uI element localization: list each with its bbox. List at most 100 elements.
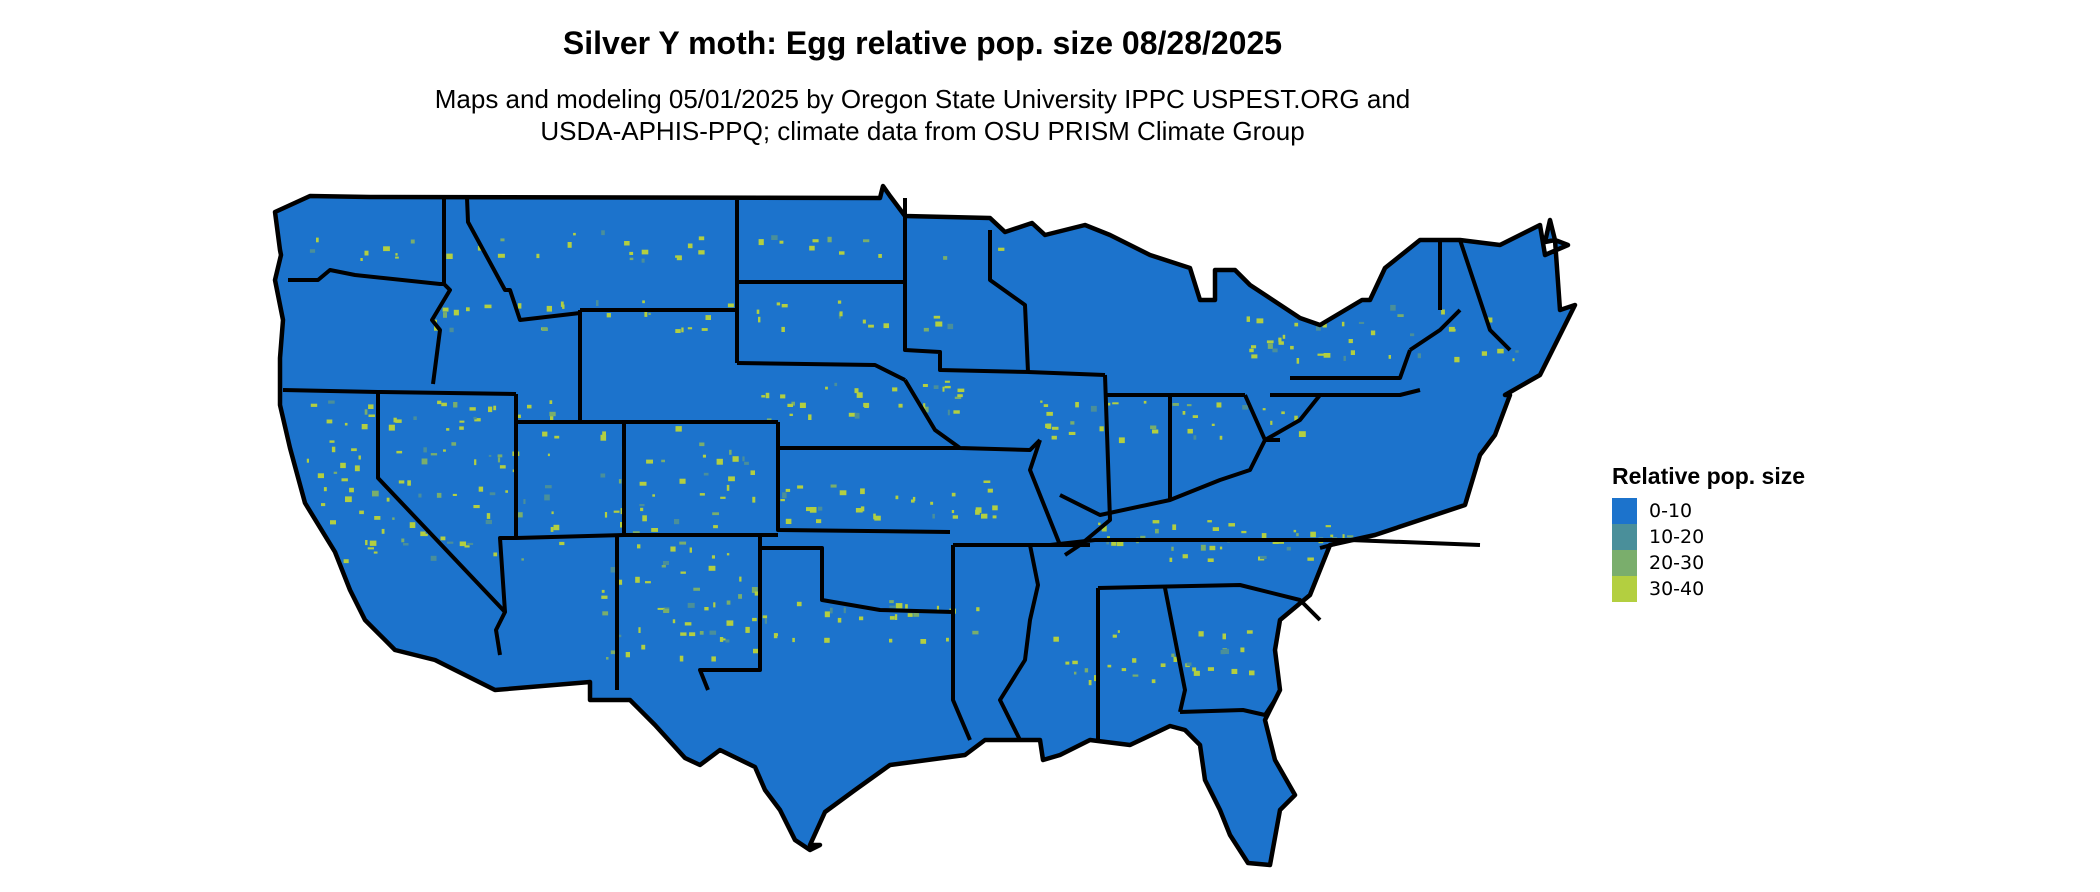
suitability-speckle <box>834 383 837 386</box>
suitability-speckle <box>1397 314 1403 317</box>
suitability-speckle <box>453 402 457 408</box>
suitability-speckle <box>943 387 945 392</box>
suitability-speckle <box>490 492 496 495</box>
suitability-speckle <box>1194 671 1200 676</box>
suitability-speckle <box>662 565 666 568</box>
suitability-speckle <box>863 403 869 407</box>
suitability-speckle <box>355 465 360 471</box>
suitability-speckle <box>720 497 725 499</box>
suitability-speckle <box>771 235 777 240</box>
suitability-speckle <box>792 638 795 642</box>
suitability-speckle <box>396 451 402 454</box>
suitability-speckle <box>766 393 770 398</box>
suitability-speckle <box>596 300 599 306</box>
suitability-speckle <box>401 539 404 543</box>
suitability-speckle <box>945 381 950 383</box>
suitability-speckle <box>1513 358 1515 361</box>
legend-label: 30-40 <box>1649 578 1704 600</box>
suitability-speckle <box>680 479 686 484</box>
suitability-speckle <box>374 516 380 520</box>
suitability-speckle <box>345 496 352 502</box>
suitability-speckle <box>389 425 395 431</box>
suitability-speckle <box>1418 353 1421 358</box>
suitability-speckle <box>953 515 958 518</box>
suitability-speckle <box>450 328 454 333</box>
suitability-speckle <box>1390 305 1396 311</box>
suitability-speckle <box>1065 662 1069 665</box>
suitability-speckle <box>1207 520 1212 522</box>
suitability-speckle <box>763 615 767 618</box>
suitability-speckle <box>911 500 915 503</box>
suitability-speckle <box>330 440 335 442</box>
suitability-speckle <box>1201 545 1206 551</box>
suitability-speckle <box>552 511 554 514</box>
suitability-speckle <box>454 310 459 316</box>
suitability-speckle <box>674 519 679 524</box>
suitability-speckle <box>863 239 869 242</box>
suitability-speckle <box>896 496 899 500</box>
suitability-speckle <box>443 312 447 318</box>
suitability-speckle <box>700 631 704 635</box>
suitability-speckle <box>675 329 680 333</box>
suitability-speckle <box>607 313 611 317</box>
suitability-speckle <box>1281 411 1285 414</box>
suitability-speckle <box>739 577 741 582</box>
suitability-speckle <box>395 257 399 259</box>
suitability-speckle <box>753 649 758 654</box>
suitability-speckle <box>1257 318 1264 323</box>
suitability-speckle <box>873 514 876 520</box>
suitability-speckle <box>1324 353 1331 358</box>
suitability-speckle <box>1111 542 1116 546</box>
suitability-speckle <box>676 426 682 432</box>
suitability-speckle <box>1251 354 1257 358</box>
suitability-speckle <box>1072 661 1078 665</box>
suitability-speckle <box>645 581 651 583</box>
suitability-speckle <box>1212 424 1215 426</box>
suitability-speckle <box>359 511 364 514</box>
suitability-speckle <box>1075 402 1079 407</box>
suitability-speckle <box>500 465 506 468</box>
suitability-speckle <box>568 242 572 248</box>
suitability-speckle <box>479 487 483 492</box>
legend-swatch <box>1612 498 1637 524</box>
suitability-speckle <box>1208 558 1214 562</box>
suitability-speckle <box>1152 679 1156 683</box>
suitability-speckle <box>646 460 653 464</box>
suitability-speckle <box>663 561 669 565</box>
suitability-speckle <box>1497 349 1504 354</box>
suitability-speckle <box>685 622 692 625</box>
suitability-speckle <box>545 485 552 488</box>
suitability-speckle <box>554 436 559 439</box>
suitability-speckle <box>1150 426 1156 430</box>
suitability-speckle <box>774 633 778 638</box>
suitability-speckle <box>489 455 492 457</box>
suitability-speckle <box>923 384 928 387</box>
suitability-speckle <box>485 305 492 309</box>
suitability-speckle <box>786 519 792 524</box>
suitability-speckle <box>704 607 708 610</box>
suitability-speckle <box>1454 357 1459 362</box>
suitability-speckle <box>1193 415 1198 418</box>
suitability-speckle <box>840 490 847 495</box>
suitability-speckle <box>446 254 452 259</box>
suitability-speckle <box>948 324 954 329</box>
suitability-speckle <box>451 442 456 446</box>
suitability-speckle <box>828 237 832 243</box>
suitability-speckle <box>630 258 634 260</box>
legend-item: 30-40 <box>1612 576 1805 602</box>
suitability-speckle <box>670 547 675 552</box>
suitability-speckle <box>727 553 729 555</box>
suitability-speckle <box>809 246 815 251</box>
suitability-speckle <box>1228 523 1235 526</box>
suitability-speckle <box>1183 554 1188 558</box>
suitability-speckle <box>549 412 555 416</box>
legend-swatch <box>1612 576 1637 602</box>
suitability-speckle <box>899 404 903 408</box>
suitability-speckle <box>1371 331 1375 336</box>
suitability-speckle <box>703 455 706 458</box>
suitability-speckle <box>957 394 963 397</box>
suitability-speckle <box>619 479 622 483</box>
suitability-speckle <box>728 304 734 308</box>
suitability-speckle <box>1262 533 1267 538</box>
suitability-speckle <box>411 240 415 244</box>
